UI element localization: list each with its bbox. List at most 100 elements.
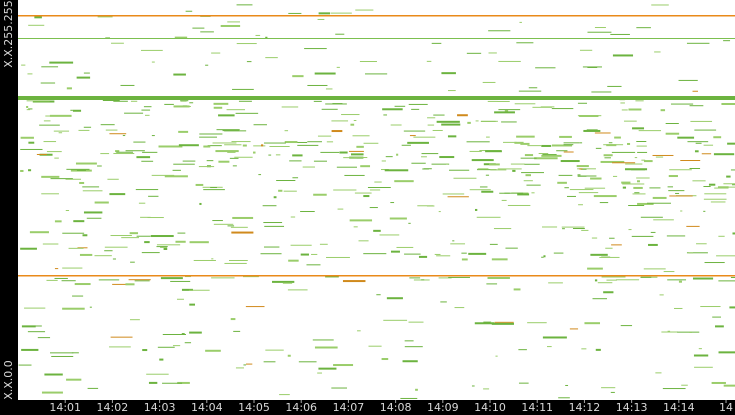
traffic-dash	[94, 255, 112, 257]
traffic-dash	[723, 40, 731, 42]
traffic-dash	[376, 294, 381, 296]
traffic-dash	[231, 231, 254, 234]
traffic-dash	[381, 160, 386, 162]
traffic-dash	[156, 246, 168, 248]
traffic-dash	[620, 102, 625, 104]
traffic-dash	[192, 27, 205, 29]
traffic-dash	[199, 202, 202, 205]
traffic-dash	[542, 226, 558, 228]
traffic-dash	[686, 252, 708, 254]
traffic-dash	[148, 381, 158, 384]
traffic-dash	[726, 175, 731, 178]
traffic-dash	[540, 106, 555, 108]
traffic-dash	[97, 16, 113, 18]
traffic-dash	[497, 168, 522, 170]
traffic-dash	[612, 54, 634, 57]
traffic-dash	[694, 150, 699, 153]
traffic-dash	[317, 135, 332, 137]
traffic-dash	[297, 144, 319, 146]
x-tick-label: 14:14	[663, 401, 695, 414]
traffic-dash	[688, 252, 694, 254]
traffic-dash	[445, 163, 449, 165]
traffic-dash	[160, 277, 183, 280]
traffic-dash	[732, 184, 735, 186]
traffic-dash	[243, 276, 259, 278]
traffic-dash	[577, 102, 588, 104]
traffic-dash	[373, 229, 381, 232]
traffic-dash	[701, 153, 712, 155]
traffic-dash	[300, 211, 315, 213]
traffic-dash	[427, 117, 436, 119]
traffic-dash	[313, 100, 322, 102]
traffic-dash	[576, 165, 589, 168]
traffic-dash	[150, 235, 174, 238]
traffic-dash	[408, 321, 424, 323]
traffic-dash	[452, 240, 455, 242]
traffic-dash	[28, 108, 33, 110]
traffic-dash	[643, 268, 666, 270]
traffic-dash	[637, 180, 640, 183]
traffic-dash	[54, 268, 59, 270]
traffic-dash	[518, 349, 527, 351]
traffic-dash	[287, 354, 291, 357]
traffic-dash	[524, 163, 540, 165]
traffic-dash	[669, 169, 692, 171]
traffic-dash	[189, 241, 209, 244]
traffic-dash	[28, 141, 35, 144]
traffic-dash	[290, 244, 312, 246]
traffic-dash	[583, 129, 601, 132]
traffic-dash	[53, 130, 70, 132]
traffic-dash	[441, 123, 461, 126]
traffic-dash	[66, 378, 82, 381]
traffic-dash	[269, 145, 290, 147]
traffic-dash	[211, 52, 221, 54]
traffic-dash	[228, 259, 248, 261]
traffic-dash	[686, 225, 700, 227]
traffic-dash	[489, 163, 500, 166]
traffic-dash	[491, 322, 514, 325]
x-tick-label: 14:07	[333, 401, 365, 414]
traffic-dash	[566, 195, 576, 197]
traffic-dash	[157, 346, 175, 348]
traffic-dash	[704, 193, 727, 195]
traffic-dash	[359, 61, 377, 63]
traffic-dash	[253, 151, 256, 154]
traffic-dash	[50, 352, 74, 354]
traffic-dash	[245, 363, 253, 365]
traffic-dash	[255, 34, 261, 36]
traffic-dash	[692, 180, 706, 182]
traffic-dash	[646, 202, 671, 204]
traffic-dash	[62, 232, 85, 234]
traffic-dash	[518, 90, 542, 92]
traffic-dash	[601, 387, 616, 389]
traffic-dash	[173, 73, 186, 76]
traffic-dash	[226, 109, 246, 111]
traffic-dash	[42, 243, 59, 245]
traffic-dash	[438, 211, 441, 213]
traffic-dash	[404, 253, 421, 255]
traffic-dash	[479, 186, 488, 188]
traffic-dash	[243, 364, 247, 366]
traffic-dash	[213, 102, 229, 105]
traffic-dash	[144, 241, 150, 244]
traffic-dash	[43, 120, 51, 122]
traffic-dash	[319, 243, 328, 245]
traffic-dash	[486, 136, 490, 138]
traffic-dash	[528, 87, 538, 89]
traffic-dash	[230, 226, 248, 228]
traffic-dash	[714, 187, 729, 189]
traffic-dash	[384, 169, 409, 172]
traffic-dash	[49, 114, 72, 117]
traffic-dash	[200, 31, 214, 33]
traffic-dash	[690, 120, 713, 122]
traffic-dash	[535, 67, 556, 69]
traffic-dash	[394, 105, 406, 107]
traffic-dash	[517, 193, 530, 196]
traffic-dash	[358, 240, 369, 242]
traffic-dash	[718, 351, 735, 354]
traffic-dash	[408, 222, 411, 224]
traffic-dash	[145, 114, 150, 116]
traffic-dash	[113, 100, 128, 102]
traffic-dash	[562, 228, 565, 230]
